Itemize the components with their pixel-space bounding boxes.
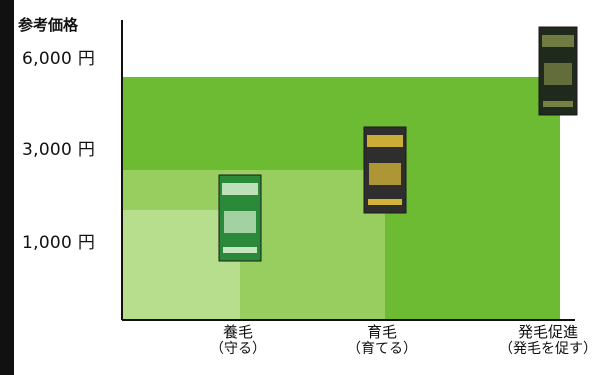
- y-axis-title: 参考価格: [18, 16, 79, 34]
- product-box-panel: [369, 163, 401, 185]
- product-box-panel: [544, 63, 572, 85]
- product-box-badge: [223, 247, 257, 253]
- product-box-badge: [368, 199, 402, 205]
- left-dark-strip: [0, 0, 14, 375]
- x-category-label: 育毛: [366, 323, 397, 341]
- x-category-sub-label: （育てる）: [347, 341, 417, 357]
- y-tick-label-6000: 6,000 円: [22, 49, 96, 69]
- y-tick-label-1000: 1,000 円: [22, 233, 96, 253]
- x-category-yomo: 養毛 （守る）: [183, 324, 293, 358]
- product-box-badge: [543, 101, 573, 107]
- x-category-label: 養毛: [222, 323, 253, 341]
- x-category-hatsumo: 発毛促進 （発毛を促す）: [493, 324, 599, 358]
- y-tick-label-3000: 3,000 円: [22, 140, 96, 160]
- x-category-sub-label: （発毛を促す）: [499, 341, 597, 357]
- x-category-sub-label: （守る）: [210, 341, 266, 357]
- product-box-label: [367, 135, 403, 147]
- x-category-ikumo: 育毛 （育てる）: [327, 324, 437, 358]
- product-box-label: [542, 35, 574, 47]
- product-box-panel: [224, 211, 256, 233]
- x-category-label: 発毛促進: [517, 323, 578, 341]
- product-box-label: [222, 183, 258, 195]
